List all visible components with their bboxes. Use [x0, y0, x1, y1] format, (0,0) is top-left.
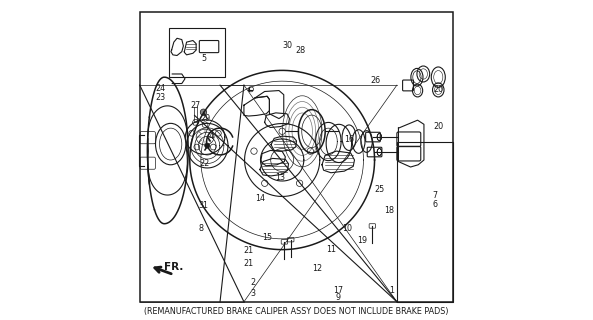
Text: FR.: FR.	[164, 262, 184, 272]
Text: 6: 6	[433, 200, 438, 209]
Text: 26: 26	[371, 76, 381, 85]
Text: 17: 17	[333, 286, 343, 295]
Text: 16: 16	[344, 135, 354, 144]
Text: 13: 13	[276, 173, 286, 182]
Bar	[397, 142, 453, 302]
Text: 20: 20	[433, 122, 443, 131]
Text: 22: 22	[199, 159, 209, 168]
Text: 28: 28	[295, 45, 306, 55]
Text: 23: 23	[155, 93, 165, 102]
Text: 25: 25	[375, 185, 385, 194]
Text: 21: 21	[243, 246, 253, 255]
Text: 27: 27	[190, 101, 200, 110]
Text: 9: 9	[336, 293, 340, 302]
Circle shape	[200, 109, 206, 116]
Text: 2: 2	[250, 278, 256, 287]
Text: 29: 29	[200, 114, 211, 123]
Circle shape	[205, 143, 210, 148]
Text: 30: 30	[282, 41, 292, 51]
Text: 10: 10	[343, 224, 352, 233]
Text: 12: 12	[312, 264, 322, 274]
Text: 1: 1	[390, 286, 394, 295]
Text: 5: 5	[202, 53, 207, 62]
Text: 11: 11	[327, 245, 337, 254]
Text: 4: 4	[209, 132, 213, 140]
Text: 7: 7	[432, 190, 438, 200]
Text: (REMANUFACTURED BRAKE CALIPER ASSY DOES NOT INCLUDE BRAKE PADS): (REMANUFACTURED BRAKE CALIPER ASSY DOES …	[144, 307, 449, 316]
Text: 24: 24	[155, 84, 165, 93]
Text: 3: 3	[250, 289, 256, 298]
Text: 20: 20	[433, 85, 443, 94]
Text: 8: 8	[199, 224, 203, 233]
Text: 31: 31	[198, 201, 208, 210]
Text: 21: 21	[243, 259, 253, 268]
Text: 18: 18	[384, 206, 394, 215]
Bar	[169, 28, 225, 77]
Text: 19: 19	[358, 236, 368, 245]
Text: 15: 15	[262, 233, 272, 242]
Text: 14: 14	[255, 194, 265, 203]
